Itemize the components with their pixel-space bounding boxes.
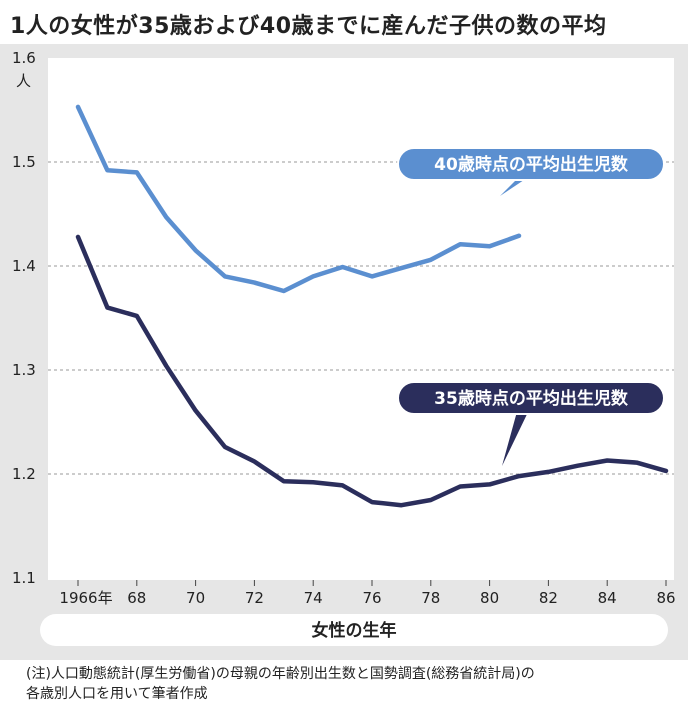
y-tick-label: 1.4 bbox=[12, 257, 36, 275]
series-line-0 bbox=[75, 104, 522, 294]
y-tick-label: 1.5 bbox=[12, 153, 36, 171]
x-axis-label-pill bbox=[40, 614, 668, 646]
plot-area bbox=[48, 58, 674, 580]
callout-40: 40歳時点の平均出生児数 bbox=[397, 147, 665, 196]
x-tick-label: 86 bbox=[656, 589, 675, 607]
y-tick-label: 1.2 bbox=[12, 465, 36, 483]
callout-35: 35歳時点の平均出生児数 bbox=[397, 381, 665, 466]
chart-title: 1人の女性が35歳および40歳までに産んだ子供の数の平均 bbox=[10, 14, 607, 39]
x-tick-label: 72 bbox=[245, 589, 264, 607]
callout-35-box bbox=[397, 381, 665, 415]
x-tick-label: 84 bbox=[598, 589, 617, 607]
x-tick-label: 70 bbox=[186, 589, 205, 607]
y-axis: 1.1 1.2 1.3 1.4 1.5 1.6 bbox=[12, 49, 36, 587]
x-tick-label: 82 bbox=[539, 589, 558, 607]
series-line-1 bbox=[75, 234, 669, 508]
callout-35-pointer bbox=[502, 408, 530, 466]
legend-40: 40歳時点の平均出生児数 bbox=[434, 154, 629, 175]
callout-40-box bbox=[397, 147, 665, 181]
footnote-line-2: 各歳別人口を用いて筆者作成 bbox=[26, 686, 208, 702]
x-tick-label: 68 bbox=[127, 589, 146, 607]
series-lines bbox=[75, 104, 669, 508]
y-tick-label: 1.6 bbox=[12, 49, 36, 67]
line-chart: 1.1 1.2 1.3 1.4 1.5 1.6 人 1966年 68 70 72 74 76 78 80… bbox=[12, 49, 676, 646]
y-axis-unit: 人 bbox=[16, 72, 31, 90]
grid-lines bbox=[48, 161, 674, 475]
footnote-line-1: (注)人口動態統計(厚生労働省)の母親の年齢別出生数と国勢調査(総務省統計局)の bbox=[26, 666, 535, 682]
legend-35: 35歳時点の平均出生児数 bbox=[434, 388, 629, 409]
x-axis: 1966年 68 70 72 74 76 78 80 82 84 86 bbox=[59, 580, 676, 607]
x-tick-label: 78 bbox=[421, 589, 440, 607]
x-tick-label: 74 bbox=[304, 589, 323, 607]
x-axis-label: 女性の生年 bbox=[312, 620, 397, 641]
x-tick-label: 80 bbox=[480, 589, 499, 607]
footnote: (注)人口動態統計(厚生労働省)の母親の年齢別出生数と国勢調査(総務省統計局)の… bbox=[26, 664, 676, 704]
y-tick-label: 1.3 bbox=[12, 361, 36, 379]
x-tick-label: 1966年 bbox=[59, 589, 112, 607]
y-tick-label: 1.1 bbox=[12, 569, 36, 587]
x-tick-label: 76 bbox=[362, 589, 381, 607]
